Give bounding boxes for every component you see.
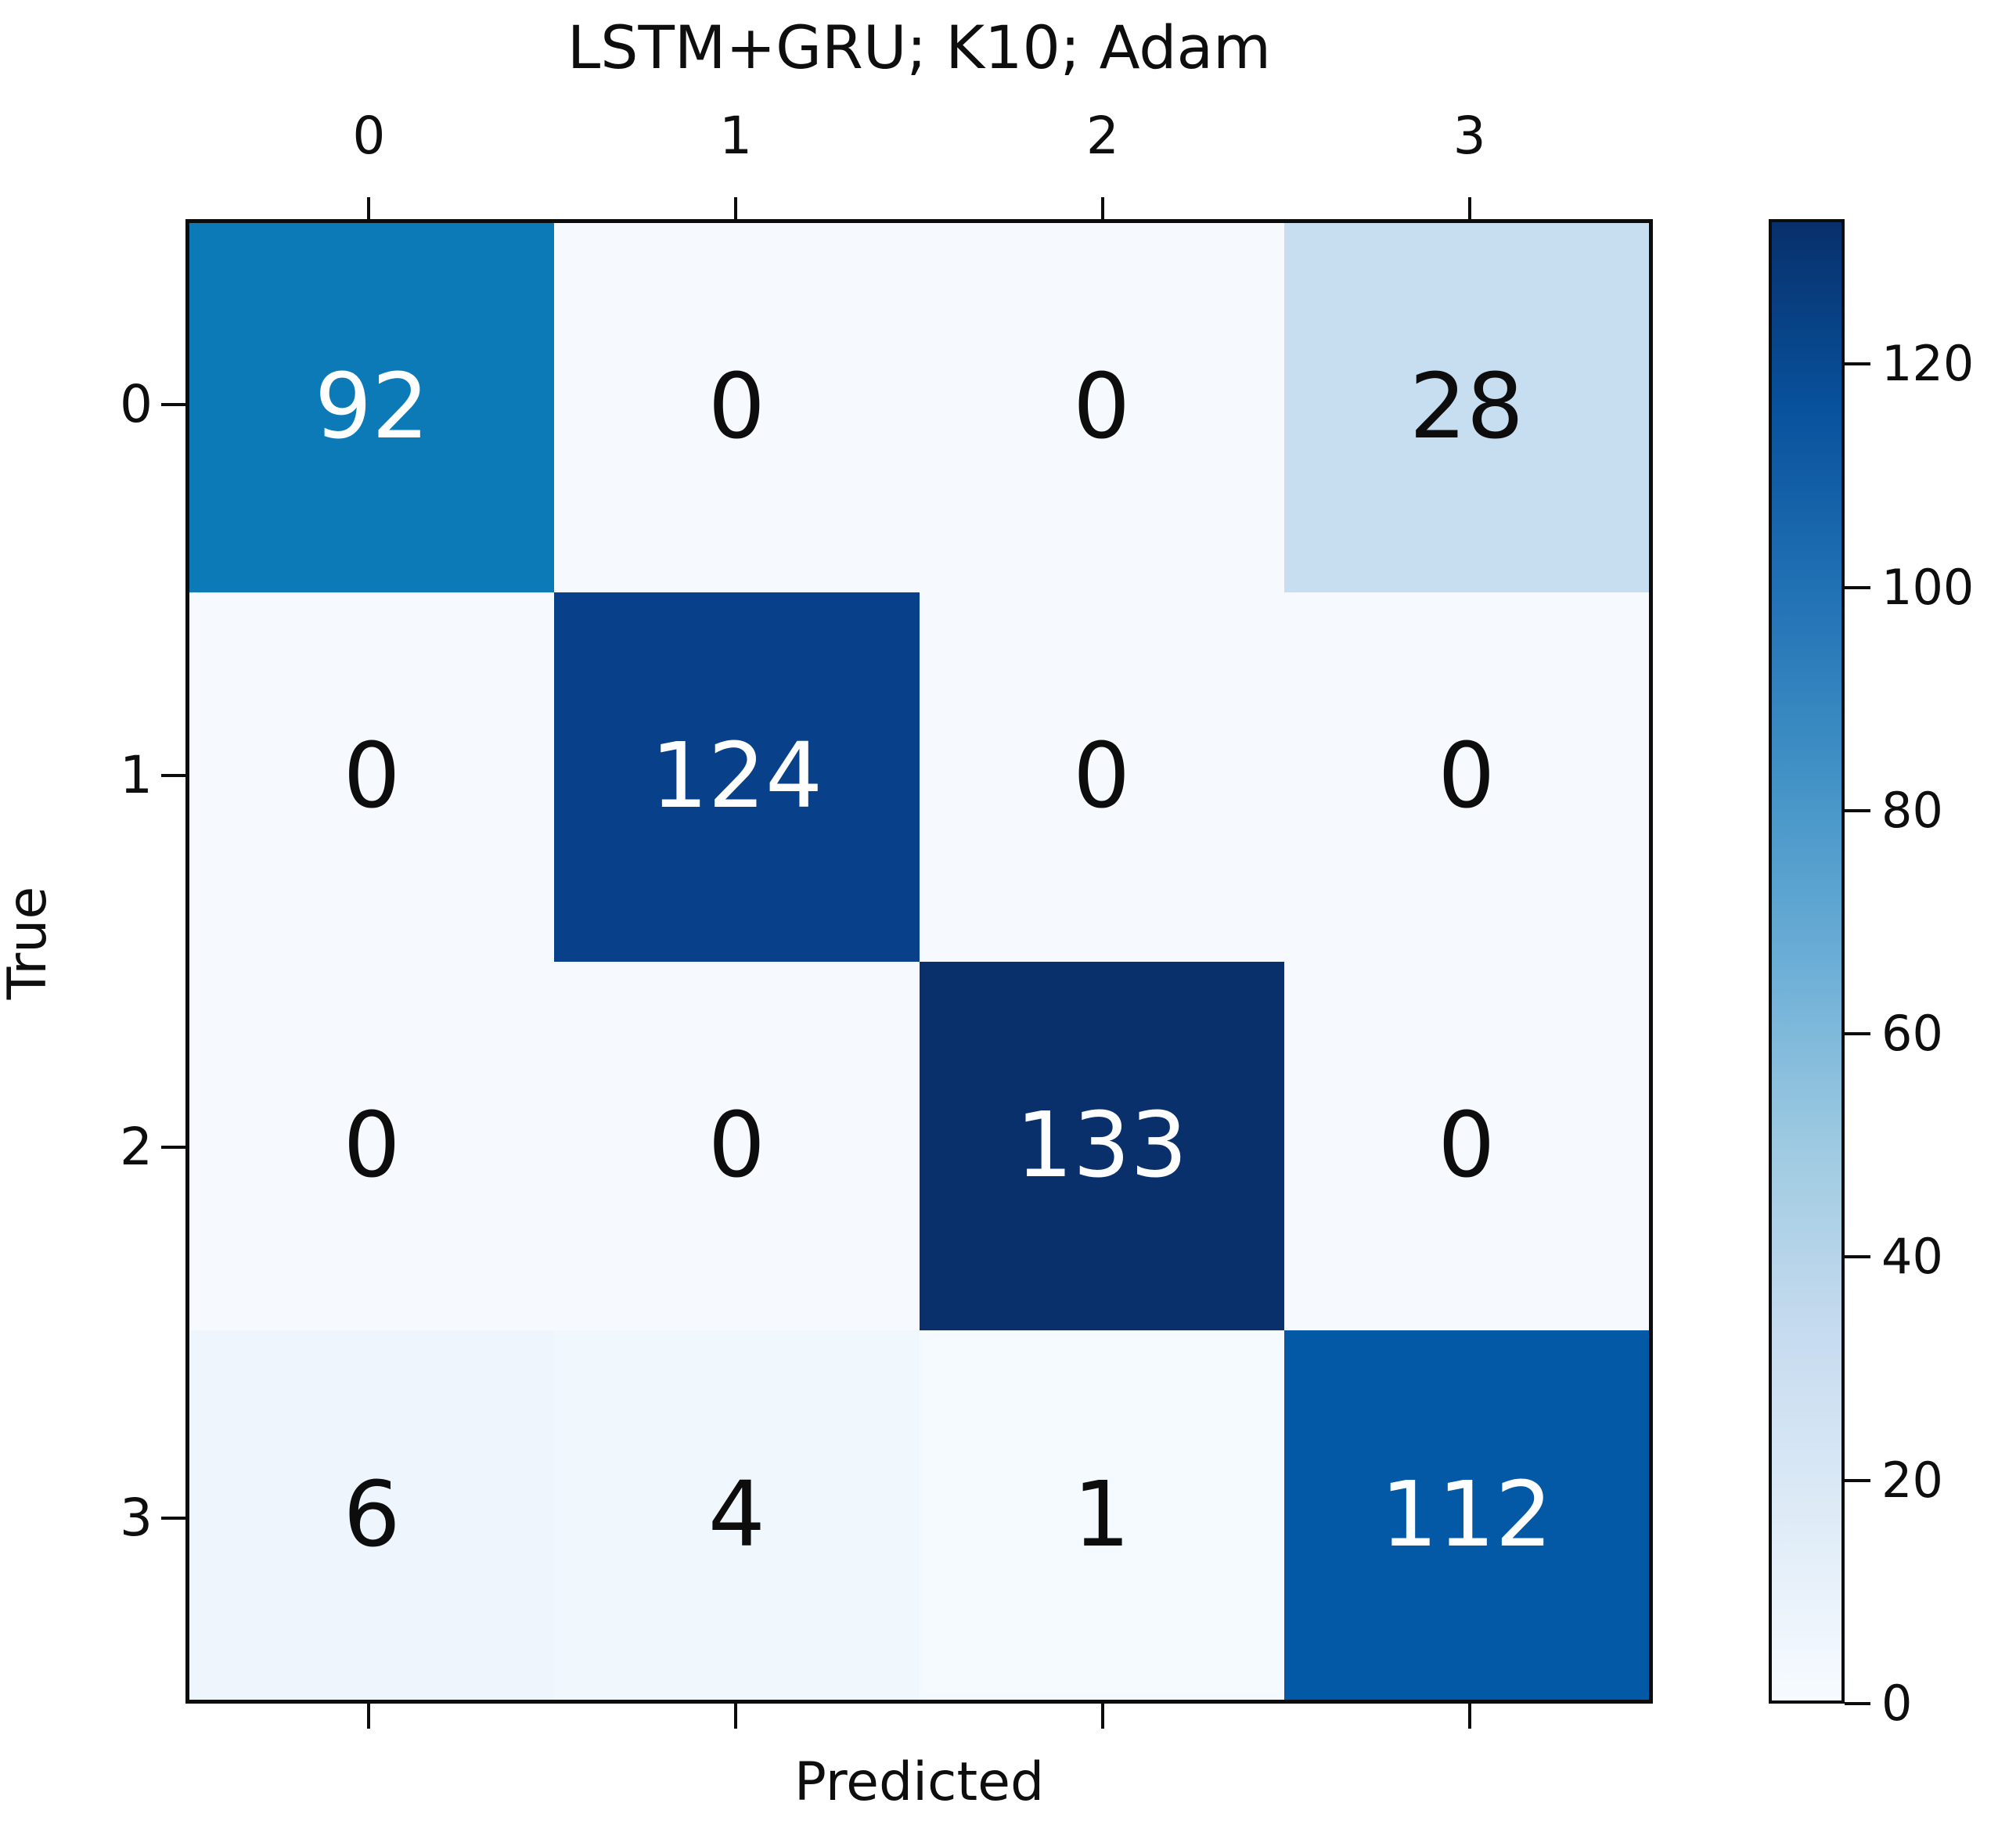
cell-r1c2: 0 <box>919 592 1284 962</box>
x-tick-bottom-2 <box>1100 1704 1104 1729</box>
cell-r0c1: 0 <box>554 223 920 592</box>
y-tick-label-2: 2 <box>120 1116 153 1177</box>
cell-r0c2: 0 <box>919 223 1284 592</box>
colorbar-tick-0 <box>1845 1702 1870 1705</box>
colorbar-tick-40 <box>1845 1255 1870 1259</box>
x-axis-label: Predicted <box>794 1751 1045 1813</box>
y-tick-1 <box>161 774 185 778</box>
colorbar-gradient <box>1772 222 1841 1700</box>
y-axis-label: True <box>0 886 59 1000</box>
y-tick-3 <box>161 1516 185 1520</box>
cell-r3c3: 112 <box>1283 1330 1649 1700</box>
colorbar-tick-label-20: 20 <box>1881 1451 1943 1509</box>
colorbar-tick-label-40: 40 <box>1881 1228 1943 1286</box>
x-tick-bottom-1 <box>734 1704 738 1729</box>
colorbar-tick-20 <box>1845 1478 1870 1482</box>
colorbar-tick-label-60: 60 <box>1881 1005 1943 1063</box>
colorbar-tick-60 <box>1845 1032 1870 1036</box>
cell-r2c2: 133 <box>919 961 1284 1331</box>
colorbar-tick-80 <box>1845 808 1870 812</box>
x-tick-bottom-3 <box>1467 1704 1471 1729</box>
x-tick-top-1 <box>734 197 738 219</box>
cell-r3c0: 6 <box>189 1330 555 1700</box>
colorbar-tick-label-100: 100 <box>1881 558 1975 616</box>
x-tick-label-0: 0 <box>352 106 386 166</box>
x-tick-top-0 <box>367 197 371 219</box>
colorbar <box>1769 219 1845 1704</box>
x-tick-bottom-0 <box>367 1704 371 1729</box>
y-tick-0 <box>161 403 185 407</box>
y-tick-2 <box>161 1145 185 1149</box>
cell-r3c1: 4 <box>554 1330 920 1700</box>
cell-r1c1: 124 <box>554 592 920 962</box>
colorbar-tick-label-120: 120 <box>1881 335 1975 393</box>
x-tick-top-3 <box>1467 197 1471 219</box>
y-tick-label-1: 1 <box>120 745 153 806</box>
cell-r1c3: 0 <box>1283 592 1649 962</box>
cell-r1c0: 0 <box>189 592 555 962</box>
y-tick-label-0: 0 <box>120 374 153 435</box>
cell-r3c2: 1 <box>919 1330 1284 1700</box>
cell-r0c3: 28 <box>1283 223 1649 592</box>
colorbar-tick-120 <box>1845 362 1870 366</box>
x-tick-label-2: 2 <box>1085 106 1119 166</box>
heatmap-plot-area: 92 0 0 28 0 124 0 0 0 0 133 0 6 4 1 112 <box>185 219 1653 1704</box>
cell-r2c1: 0 <box>554 961 920 1331</box>
y-tick-label-3: 3 <box>120 1487 153 1548</box>
chart-title: LSTM+GRU; K10; Adam <box>567 13 1272 82</box>
cell-r2c3: 0 <box>1283 961 1649 1331</box>
colorbar-tick-label-0: 0 <box>1881 1675 1913 1732</box>
cell-r0c0: 92 <box>189 223 555 592</box>
x-tick-label-1: 1 <box>719 106 753 166</box>
x-tick-top-2 <box>1100 197 1104 219</box>
cell-r2c0: 0 <box>189 961 555 1331</box>
x-tick-label-3: 3 <box>1453 106 1486 166</box>
colorbar-tick-label-80: 80 <box>1881 781 1943 839</box>
colorbar-tick-100 <box>1845 585 1870 589</box>
